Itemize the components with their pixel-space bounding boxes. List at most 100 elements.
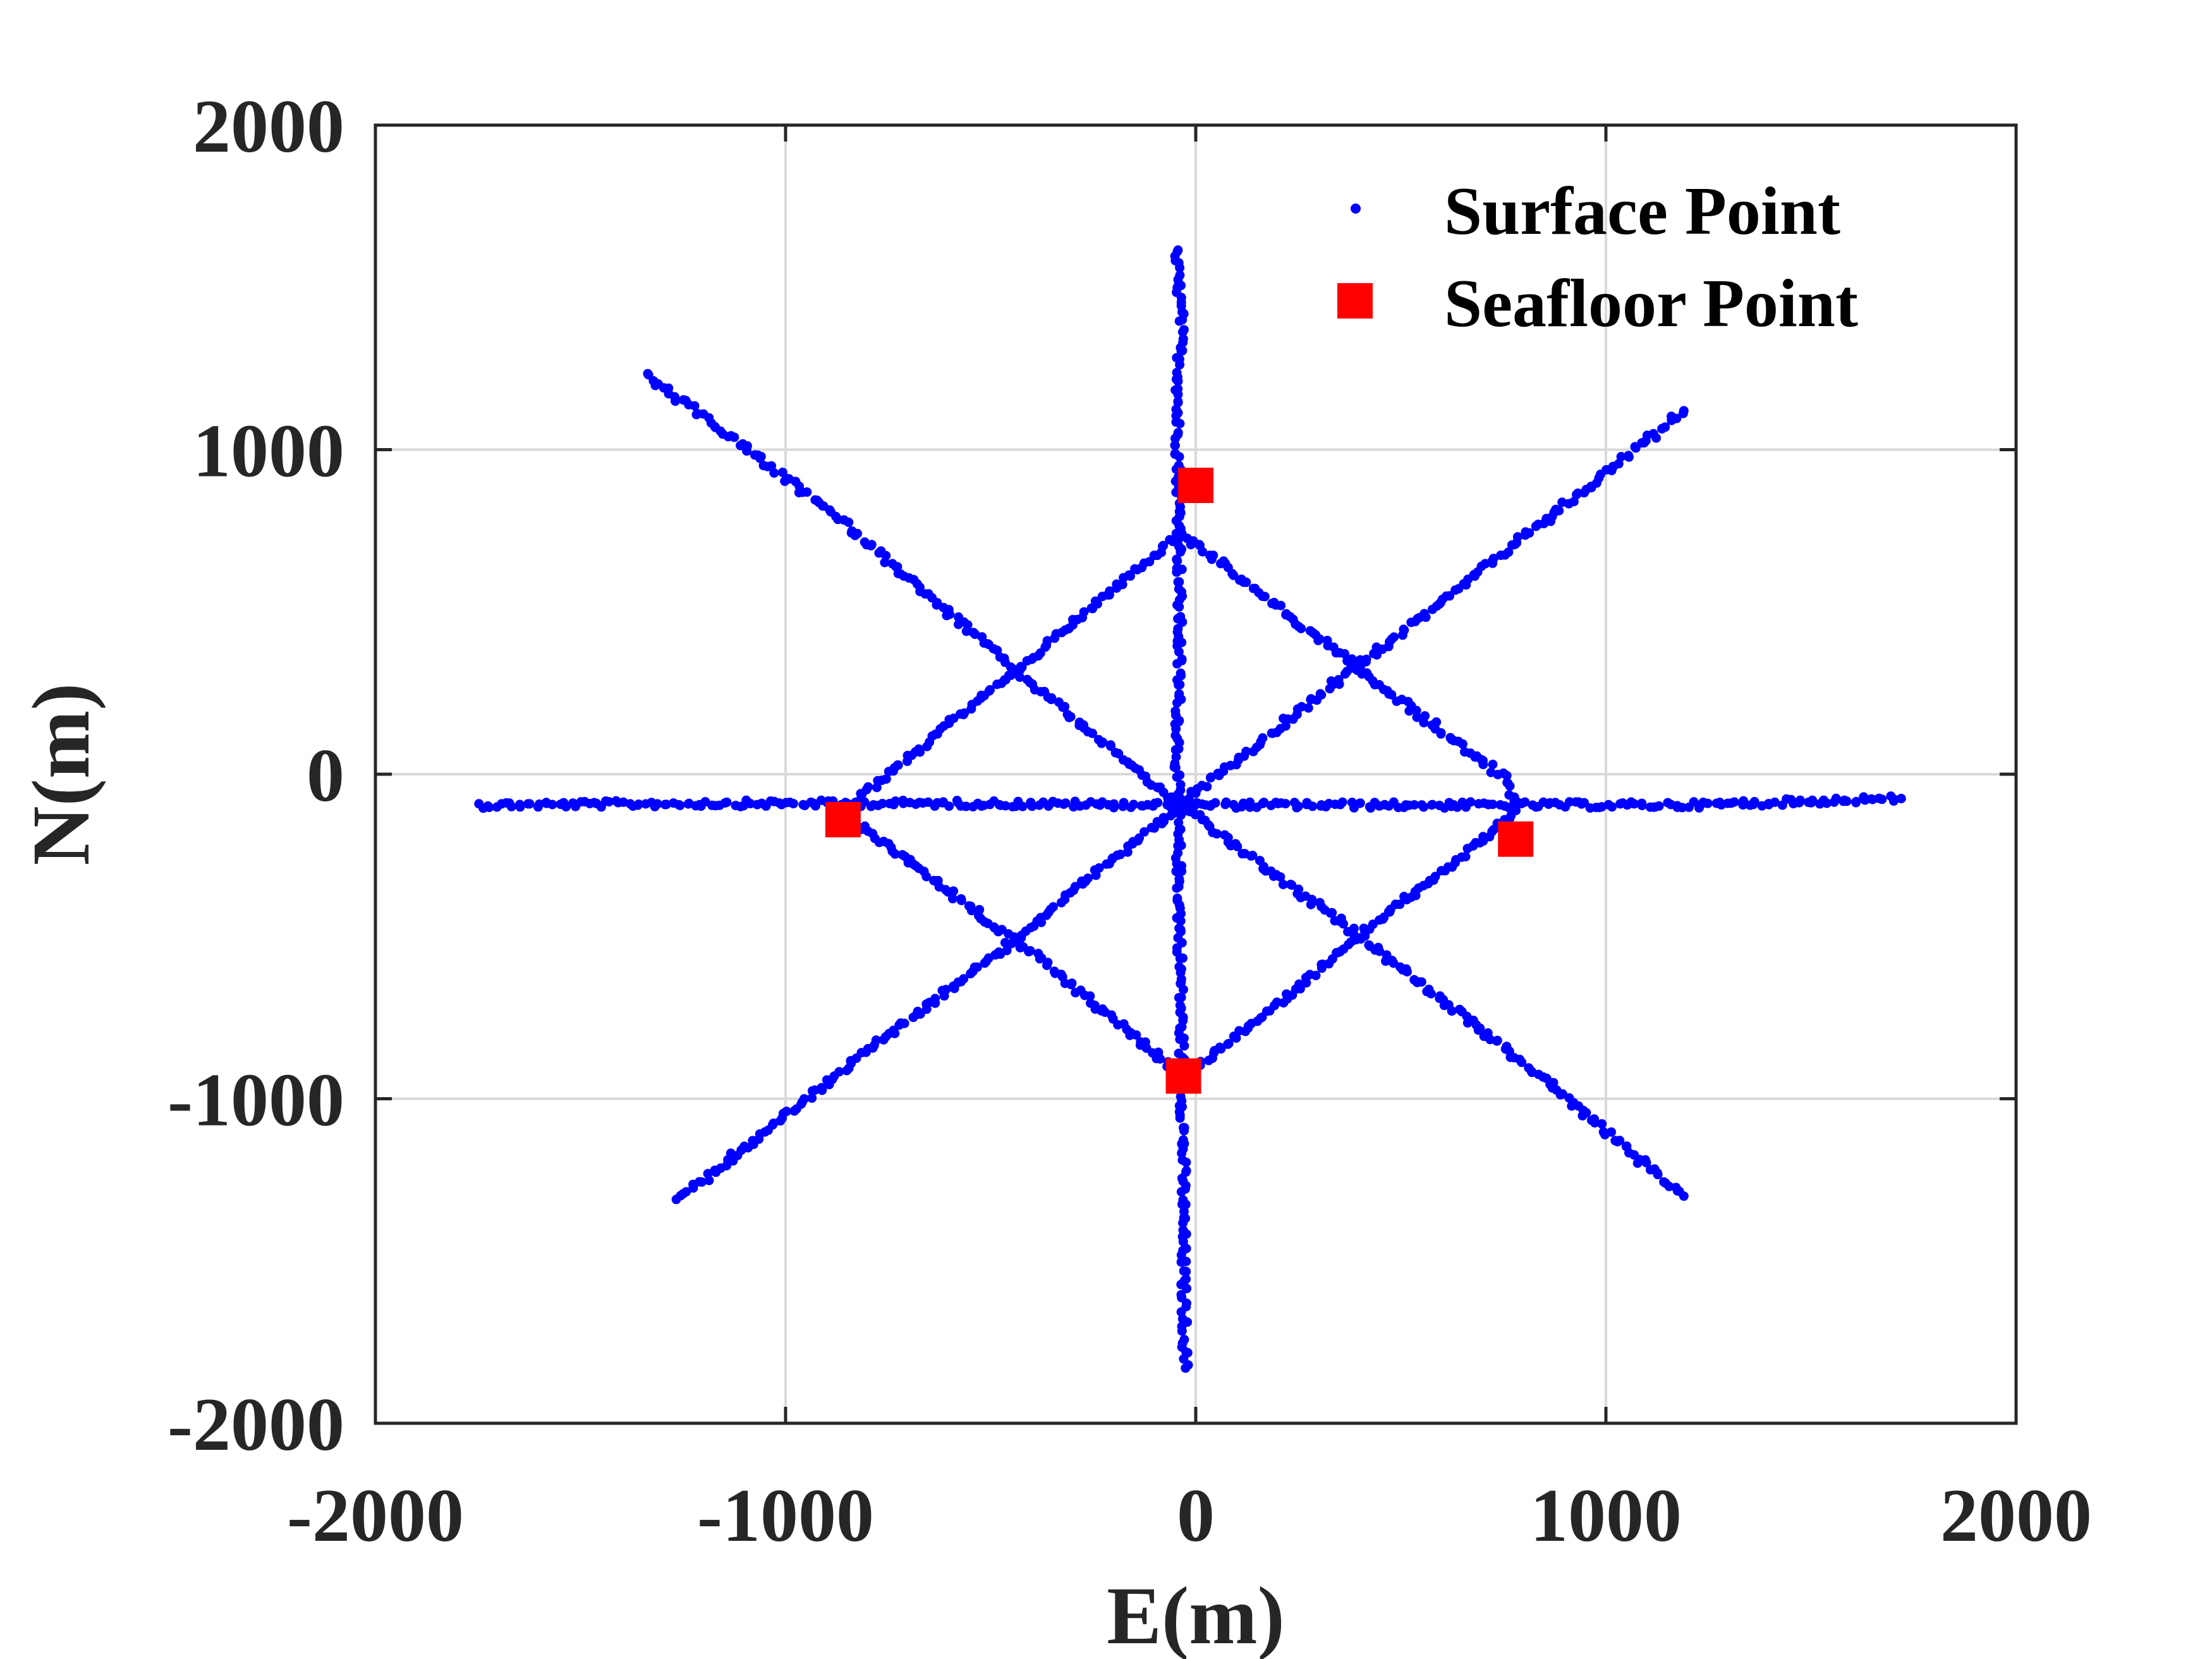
surface-point	[1349, 923, 1359, 933]
surface-point	[1085, 991, 1095, 1001]
surface-point	[899, 1018, 909, 1028]
surface-point	[1402, 895, 1412, 904]
y-tick-label: -1000	[167, 1058, 344, 1142]
surface-point	[985, 684, 995, 695]
surface-track-loop-north-west	[838, 527, 1186, 818]
y-tick-label: -2000	[167, 1382, 344, 1466]
surface-point	[525, 799, 535, 809]
y-axis-label: N(m)	[16, 683, 107, 866]
surface-point	[1175, 954, 1185, 964]
surface-point	[671, 396, 680, 406]
surface-point	[1097, 738, 1107, 748]
surface-point	[834, 1067, 844, 1077]
surface-point	[1212, 829, 1222, 839]
surface-point	[1130, 564, 1140, 574]
ticks: -2000 -1000 0 1000 2000 -2000 -1000 0 1000 2000	[167, 84, 2092, 1557]
surface-point	[1173, 841, 1183, 851]
surface-track-northwest-southeast	[643, 368, 1689, 1201]
surface-point	[547, 799, 557, 810]
surface-point	[1131, 1030, 1141, 1040]
surface-point	[807, 1093, 817, 1103]
surface-point	[683, 799, 693, 809]
surface-point	[799, 1094, 809, 1104]
surface-point	[880, 557, 890, 568]
surface-point	[961, 801, 971, 811]
surface-point	[1607, 802, 1617, 812]
surface-point	[921, 872, 932, 882]
surface-point	[1060, 702, 1070, 712]
surface-point	[1170, 441, 1180, 451]
surface-point	[604, 797, 614, 807]
surface-point	[1316, 963, 1327, 973]
surface-point	[1176, 916, 1186, 926]
surface-point	[1198, 547, 1208, 557]
surface-point	[992, 679, 1002, 690]
surface-point	[1204, 1055, 1213, 1066]
surface-point	[1703, 798, 1713, 808]
surface-point	[1015, 672, 1025, 682]
surface-point	[1060, 798, 1071, 808]
surface-point	[1172, 567, 1182, 577]
surface-point	[742, 446, 752, 456]
legend-surface-marker	[1351, 204, 1361, 214]
surface-point	[877, 799, 887, 808]
surface-point	[1660, 422, 1670, 432]
surface-point	[1301, 978, 1311, 988]
surface-point	[1173, 376, 1183, 386]
surface-point	[1155, 1054, 1165, 1064]
surface-point	[1303, 703, 1313, 713]
surface-point	[1221, 797, 1231, 807]
surface-point	[1624, 451, 1634, 461]
surface-point	[1502, 770, 1512, 781]
surface-point	[1086, 603, 1097, 613]
surface-point	[1181, 1256, 1191, 1267]
x-tick-label: 0	[1177, 1473, 1215, 1557]
surface-point	[769, 468, 779, 478]
surface-point	[1520, 797, 1530, 807]
surface-point	[1607, 1127, 1616, 1137]
surface-point	[1340, 649, 1350, 659]
surface-point	[1172, 698, 1182, 708]
surface-point	[1174, 316, 1184, 326]
surface-point	[1466, 797, 1476, 807]
surface-point	[890, 796, 901, 806]
surface-point	[1172, 883, 1182, 893]
surface-point	[1387, 690, 1397, 700]
surface-point	[506, 801, 516, 811]
surface-point	[1176, 1307, 1186, 1317]
surface-point	[1276, 600, 1286, 611]
surface-point	[1206, 772, 1216, 782]
surface-point	[1088, 728, 1097, 738]
surface-point	[1808, 795, 1818, 805]
surface-point	[1174, 602, 1184, 612]
surface-point	[1877, 794, 1887, 805]
surface-point	[1210, 798, 1220, 808]
surface-point	[1109, 803, 1119, 813]
surface-point	[1002, 945, 1012, 956]
x-tick-label: -1000	[697, 1473, 874, 1557]
surface-point	[922, 741, 932, 751]
surface-point	[1178, 985, 1188, 995]
surface-point	[1641, 1158, 1651, 1168]
surface-point	[1567, 1101, 1577, 1111]
surface-point	[1488, 760, 1498, 769]
seafloor-point	[1165, 1058, 1201, 1094]
surface-point	[1419, 802, 1429, 812]
surface-point	[1447, 1006, 1457, 1016]
surface-point	[1427, 799, 1437, 810]
surface-point	[944, 801, 954, 811]
surface-point	[1327, 908, 1337, 918]
y-tick-label: 2000	[193, 84, 344, 168]
surface-point	[1139, 827, 1149, 837]
seafloor-point	[1498, 821, 1534, 857]
surface-point	[1326, 676, 1336, 686]
surface-point	[1177, 327, 1188, 337]
surface-point	[1416, 977, 1426, 987]
surface-point	[1175, 679, 1185, 690]
surface-point	[884, 767, 894, 777]
surface-point	[1177, 346, 1188, 356]
surface-point	[1278, 880, 1288, 889]
surface-point	[1517, 1057, 1527, 1067]
